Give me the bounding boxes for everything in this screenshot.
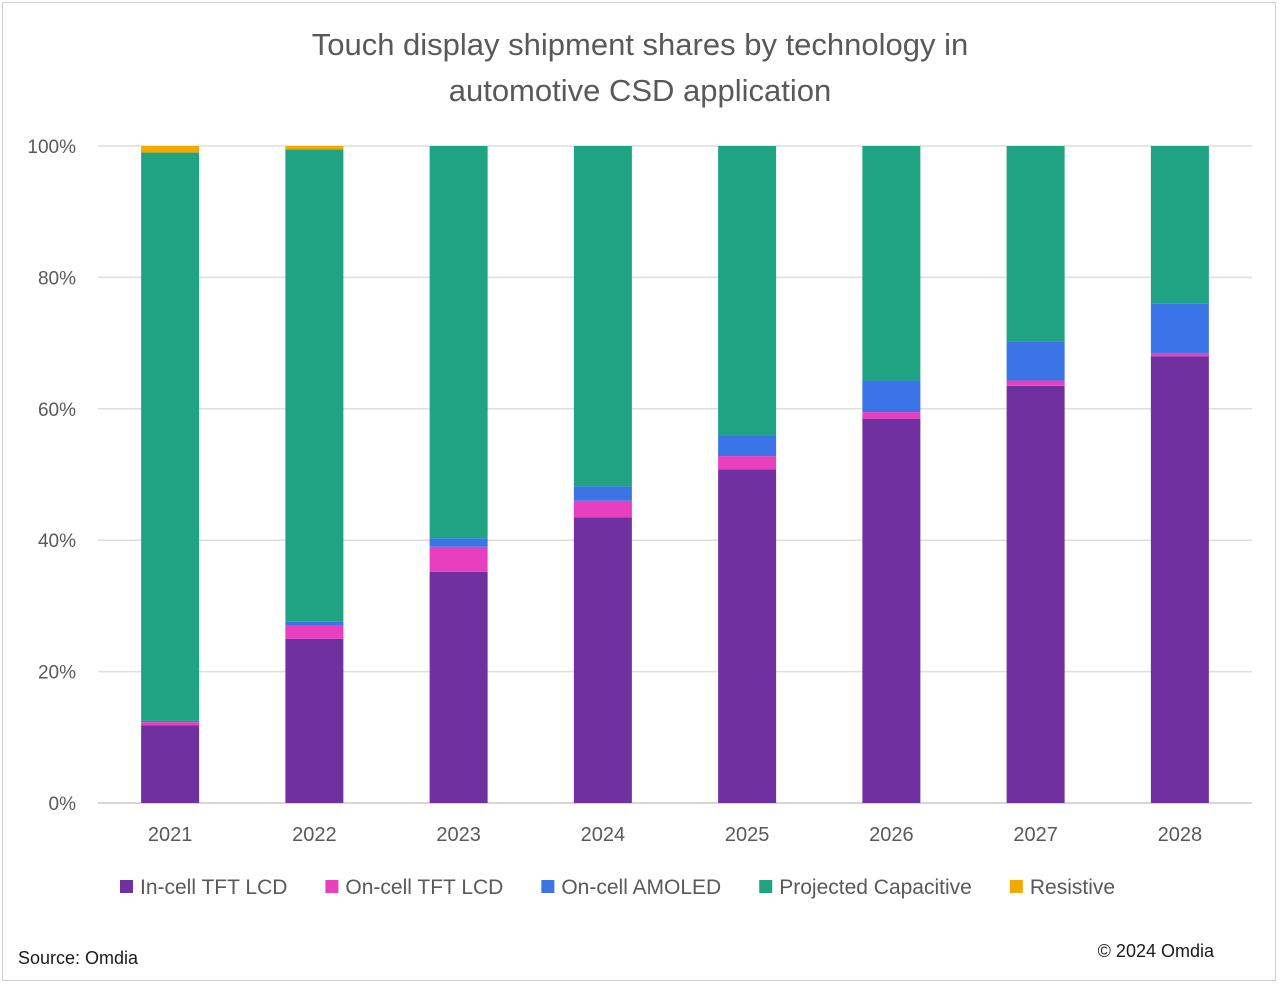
bar-segment — [862, 146, 921, 381]
copyright-note: © 2024 Omdia — [1097, 941, 1214, 961]
y-tick-label: 80% — [38, 268, 76, 289]
gridlines — [98, 145, 1252, 804]
y-tick-label: 0% — [49, 794, 77, 815]
source-note: Source: Omdia — [18, 948, 139, 968]
bar-segment — [141, 146, 200, 153]
bar-segment — [573, 500, 632, 518]
bar-segment — [141, 720, 200, 723]
x-tick-label: 2022 — [292, 824, 337, 846]
y-tick-label: 60% — [38, 400, 76, 421]
legend-swatch — [120, 880, 133, 893]
legend: In-cell TFT LCD On-cell TFT LCD On-cell AM… — [120, 876, 1115, 899]
bar-segment — [1006, 380, 1065, 386]
y-tick-label: 20% — [38, 663, 76, 684]
bar-segment — [862, 380, 921, 413]
bar-segment — [1006, 385, 1065, 803]
bar-segment — [1150, 352, 1209, 357]
legend-swatch — [759, 880, 773, 893]
x-tick-label: 2027 — [1013, 824, 1058, 846]
bar-segment — [429, 146, 488, 539]
x-tick-label: 2023 — [436, 824, 481, 846]
bar-segment — [1150, 146, 1209, 304]
bar-segment — [718, 435, 777, 457]
bars — [141, 146, 1209, 803]
legend-label: Resistive — [1030, 876, 1115, 899]
y-tick-label: 40% — [38, 531, 76, 552]
bar-segment — [573, 517, 632, 803]
bar-segment — [1006, 146, 1065, 342]
x-tick-label: 2028 — [1158, 824, 1203, 846]
bar-segment — [862, 412, 921, 419]
bar-segment — [429, 546, 488, 572]
chart-title-line-2: automotive CSD application — [448, 73, 832, 108]
bar-segment — [573, 146, 632, 487]
bar-segment — [718, 469, 777, 803]
legend-label: On-cell TFT LCD — [345, 876, 503, 899]
legend-label: In-cell TFT LCD — [140, 876, 287, 899]
bar-segment — [718, 146, 777, 436]
y-axis-ticks: 0% 20% 40% 60% 80% 100% — [27, 137, 76, 815]
bar-segment — [573, 486, 632, 501]
x-tick-label: 2024 — [581, 824, 626, 846]
legend-swatch — [1009, 880, 1023, 893]
bar-segment — [141, 725, 200, 803]
legend-label: On-cell AMOLED — [561, 876, 721, 899]
legend-label: Projected Capacitive — [779, 876, 972, 899]
bar-segment — [285, 638, 344, 803]
x-tick-label: 2025 — [725, 824, 770, 846]
bar-segment — [862, 418, 921, 803]
x-axis-ticks: 2021 2022 2023 2024 2025 2026 2027 2028 — [148, 824, 1202, 846]
chart-title-line-1: Touch display shipment shares by technol… — [311, 27, 969, 62]
bar-segment — [141, 722, 200, 726]
bar-segment — [429, 571, 488, 803]
legend-swatch — [325, 880, 339, 893]
bar-segment — [1150, 356, 1209, 803]
bar-segment — [141, 152, 200, 721]
y-tick-label: 100% — [27, 137, 76, 158]
x-tick-label: 2026 — [869, 824, 914, 846]
bar-segment — [718, 456, 777, 470]
bar-segment — [285, 621, 344, 626]
bar-segment — [285, 149, 344, 622]
bar-segment — [285, 146, 344, 150]
bar-segment — [285, 625, 344, 639]
bar-segment — [429, 538, 488, 547]
x-tick-label: 2021 — [148, 824, 193, 846]
legend-swatch — [541, 880, 555, 893]
bar-segment — [1150, 303, 1209, 353]
bar-segment — [1006, 341, 1065, 381]
